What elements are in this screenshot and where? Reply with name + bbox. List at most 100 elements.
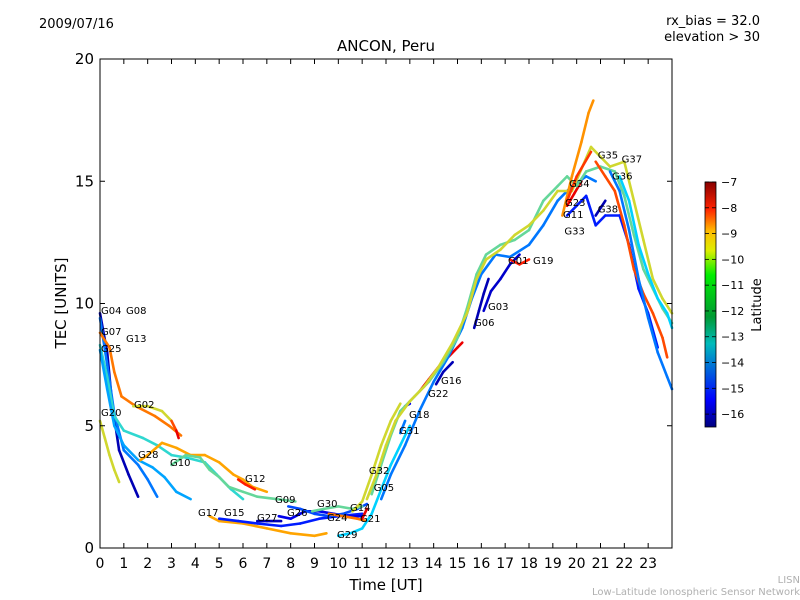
colorbar-tick-label: −9 (721, 228, 737, 241)
series-G19 (508, 258, 531, 266)
x-tick-label: 20 (568, 556, 586, 572)
series-segment (599, 165, 617, 173)
series-segment (556, 175, 569, 188)
series-segment (336, 505, 354, 511)
series-labels: G04 G08 G07 G13 G25 G20 G02 G28 G10 G12 G17 G15 G27 G… (101, 151, 642, 541)
series-segment (589, 145, 612, 168)
series-segment (286, 505, 302, 511)
series-G34 (565, 150, 593, 203)
series-G06 (472, 277, 490, 330)
series-segment (255, 522, 283, 528)
x-tick-label: 15 (449, 556, 467, 572)
series-segment (656, 297, 669, 315)
series-segment (122, 429, 145, 440)
series-segment (398, 419, 407, 435)
series-segment (289, 531, 316, 538)
colorbar-gradient (704, 181, 717, 428)
series-segment (565, 192, 576, 207)
series-segment (98, 348, 109, 391)
series-label: G33 (564, 227, 584, 238)
series-label: G21 (360, 514, 380, 525)
series-G28 (139, 441, 269, 494)
series-segment (637, 243, 650, 276)
series-segment (375, 443, 388, 476)
x-tick-label: 3 (167, 556, 176, 572)
series-segment (348, 527, 364, 535)
network-short: LISN (777, 575, 800, 586)
series-segment (341, 514, 359, 521)
series-segment (370, 443, 383, 476)
series-G15 (217, 512, 364, 528)
series-segment (379, 473, 393, 501)
series-segment (518, 258, 531, 266)
series-G12 (236, 478, 257, 491)
series-label: G12 (245, 474, 265, 485)
series-G25 (98, 348, 192, 501)
series-label: G19 (533, 256, 553, 267)
colorbar-tick-label: −12 (721, 305, 744, 318)
series-segment (127, 473, 140, 499)
series-segment (651, 311, 664, 340)
series-segment (541, 199, 559, 227)
series-segment (570, 140, 583, 178)
series-segment (151, 465, 166, 479)
series-segment (289, 509, 307, 521)
series-segment (646, 272, 660, 300)
series-G35 (594, 160, 669, 359)
series-G16 (434, 360, 455, 386)
series-segment (113, 424, 126, 447)
series-segment (661, 297, 674, 315)
series-segment (389, 402, 402, 423)
series-segment (575, 194, 588, 207)
series-segment (441, 336, 459, 364)
x-tick-label: 11 (353, 556, 371, 572)
series-label: G11 (563, 210, 583, 221)
x-tick-label: 2 (143, 556, 152, 572)
series-segment (298, 507, 316, 516)
colorbar-ticks: −7 −8 −9 −10 −11 −12 −13 −14 −15 −16 (705, 176, 744, 421)
series-G21 (360, 507, 369, 521)
series-segment (360, 507, 369, 521)
series-segment (236, 519, 259, 525)
series-segment (241, 478, 254, 489)
series-label: G16 (441, 376, 461, 387)
series-segment (508, 253, 521, 266)
y-axis: 0 5 10 15 20 (75, 50, 672, 557)
series-segment (113, 414, 126, 432)
series-segment (651, 277, 664, 300)
series-G02 (132, 404, 180, 440)
series-segment (565, 175, 579, 203)
series-segment (622, 160, 636, 203)
series-segment (541, 189, 559, 212)
series-segment (365, 473, 378, 501)
colorbar-tick-label: −8 (721, 202, 737, 215)
series-segment (575, 170, 588, 188)
series-segment (241, 522, 269, 530)
series-G01 (379, 175, 598, 501)
series-segment (394, 399, 412, 423)
series-segment (398, 424, 412, 447)
series-segment (513, 228, 531, 242)
series-G14 (351, 402, 402, 513)
series-segment (217, 519, 245, 525)
series-label: G35 (598, 151, 618, 162)
x-tick-label: 19 (544, 556, 562, 572)
date-label: 2009/07/16 (39, 17, 114, 32)
series-segment (241, 490, 259, 499)
series-segment (642, 238, 655, 281)
x-tick-label: 22 (615, 556, 633, 572)
series-segment (580, 111, 590, 144)
series-G03 (482, 253, 521, 313)
series-segment (313, 512, 331, 518)
series-segment (572, 180, 583, 195)
series-segment (584, 175, 598, 183)
series-segment (122, 448, 140, 467)
rx-bias-label: rx_bias = 32.0 (666, 14, 760, 29)
network-full: Low-Latitude Ionospheric Sensor Network (592, 587, 800, 598)
series-segment (217, 461, 235, 476)
series-label: G07 (101, 327, 121, 338)
series-G38 (594, 199, 607, 217)
series-segment (561, 175, 574, 217)
series-segment (475, 253, 488, 276)
x-tick-label: 21 (592, 556, 610, 572)
